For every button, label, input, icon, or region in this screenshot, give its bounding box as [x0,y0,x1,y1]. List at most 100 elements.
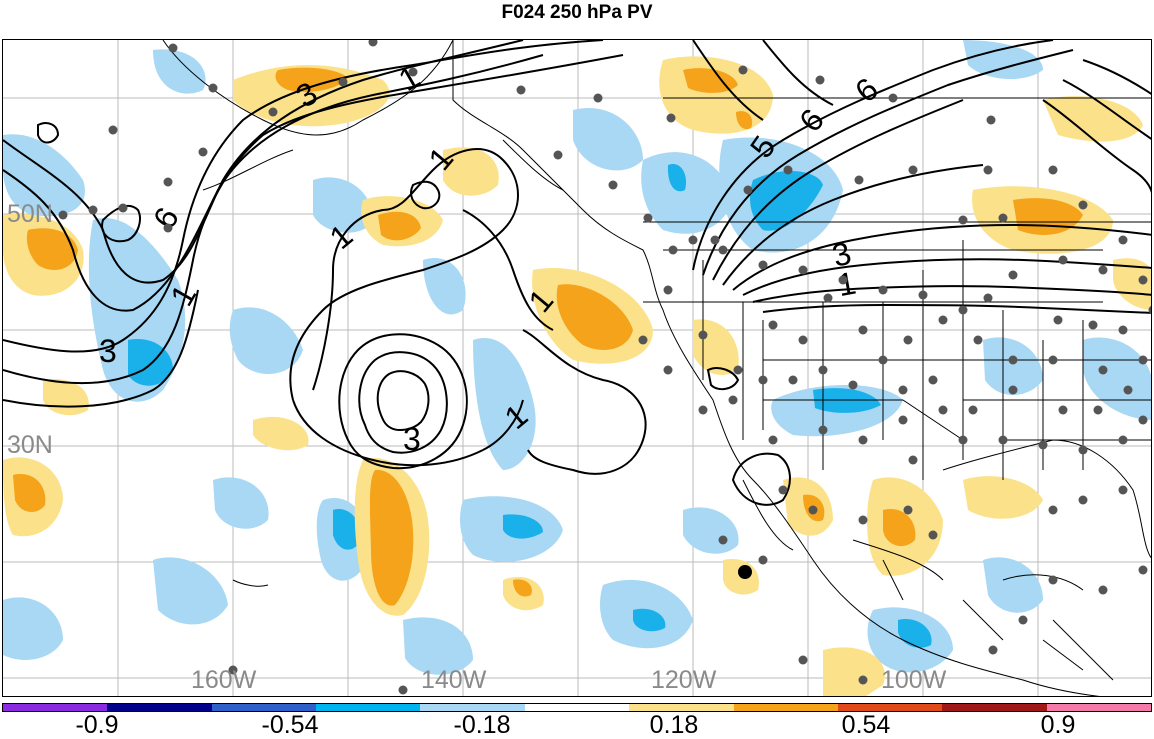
station-dot [888,93,898,103]
colorbar-label: 0.18 [649,711,699,739]
colorbar-label: -0.54 [261,711,319,739]
station-dot [1148,305,1151,315]
station-dot [854,175,864,185]
station-dot [798,335,808,345]
map-canvas: 3 1 6 1 3 1 1 3 1 1 5 6 6 3 1 [3,40,1151,696]
station-dot [878,285,888,295]
map-panel: 3 1 6 1 3 1 1 3 1 1 5 6 6 3 1 50N 30N 16… [2,39,1152,697]
station-dot [268,107,278,117]
station-dot [408,67,418,77]
station-dot [168,43,178,53]
station-dot [1053,315,1063,325]
station-dot [208,83,218,93]
station-dot [1048,355,1058,365]
station-dot [808,505,818,515]
station-dot [778,485,788,495]
station-dot [1118,435,1128,445]
station-dot [998,213,1008,223]
station-dot [1078,200,1088,210]
station-dot [553,150,563,160]
station-dot [758,375,768,385]
colorbar-label: 0.54 [841,711,891,739]
station-dot [903,335,913,345]
station-dot [118,203,128,213]
station-dot [163,223,173,233]
colorbar-swatch [837,704,943,711]
colorbar-swatch [1046,704,1151,711]
lat-label-30n: 30N [7,431,53,459]
station-dot [1088,320,1098,330]
station-dot [798,265,808,275]
lon-label-140w: 140W [421,666,487,694]
map-title: F024 250 hPa PV [501,2,653,23]
station-dot [108,125,118,135]
station-dot [1008,270,1018,280]
station-dot [368,40,378,47]
colorbar-swatch [629,704,734,711]
station-dot [668,245,678,255]
lat-label-50n: 50N [7,200,53,228]
station-dot [998,435,1008,445]
station-dot [768,435,778,445]
station-dot [1118,235,1128,245]
station-dot [710,235,720,245]
station-dot [608,180,618,190]
contour-label: 1 [835,265,859,304]
station-dot [848,380,858,390]
colorbar-label: -0.9 [75,711,119,739]
station-dot [733,365,743,375]
station-dot [1138,415,1148,425]
station-dot [718,535,728,545]
station-dot [698,330,708,340]
station-dot [815,75,825,85]
colorbar-swatch [107,704,212,711]
station-markers [58,40,1151,695]
colorbar-swatch [733,704,838,711]
station-dot [788,375,798,385]
station-dot [1138,275,1148,285]
station-dot [968,405,978,415]
station-dot [768,320,778,330]
station-dot [1078,495,1088,505]
station-dot [88,205,98,215]
station-dot [758,260,768,270]
station-dot [928,530,938,540]
station-dot [516,85,526,95]
station-dot [908,165,918,175]
highlighted-point-marker [738,565,752,579]
colorbar-label: 0.9 [1040,711,1076,739]
station-dot [928,375,938,385]
station-dot [638,335,648,345]
station-dot [983,293,993,303]
station-dot [1138,565,1148,575]
station-dot [858,325,868,335]
station-dot [1048,165,1058,175]
station-dot [918,290,928,300]
station-dot [818,365,828,375]
station-dot [1018,615,1028,625]
station-dot [1098,585,1108,595]
station-dot [1048,505,1058,515]
station-dot [983,165,993,175]
station-dot [858,435,868,445]
station-dot [666,113,676,123]
station-dot [663,365,673,375]
station-dot [898,415,908,425]
station-dot [1058,255,1068,265]
station-dot [198,147,208,157]
station-dot [58,210,68,220]
station-dot [783,165,793,175]
station-dot [958,215,968,225]
station-dot [643,213,653,223]
station-dot [1118,325,1128,335]
station-dot [973,335,983,345]
station-dot [908,455,918,465]
station-dot [688,235,698,245]
station-dot [858,515,868,525]
station-dot [1123,385,1133,395]
station-dot [798,655,808,665]
station-dot [938,315,948,325]
colorbar [2,703,1152,712]
station-dot [818,425,828,435]
colorbar-swatch [3,704,108,711]
